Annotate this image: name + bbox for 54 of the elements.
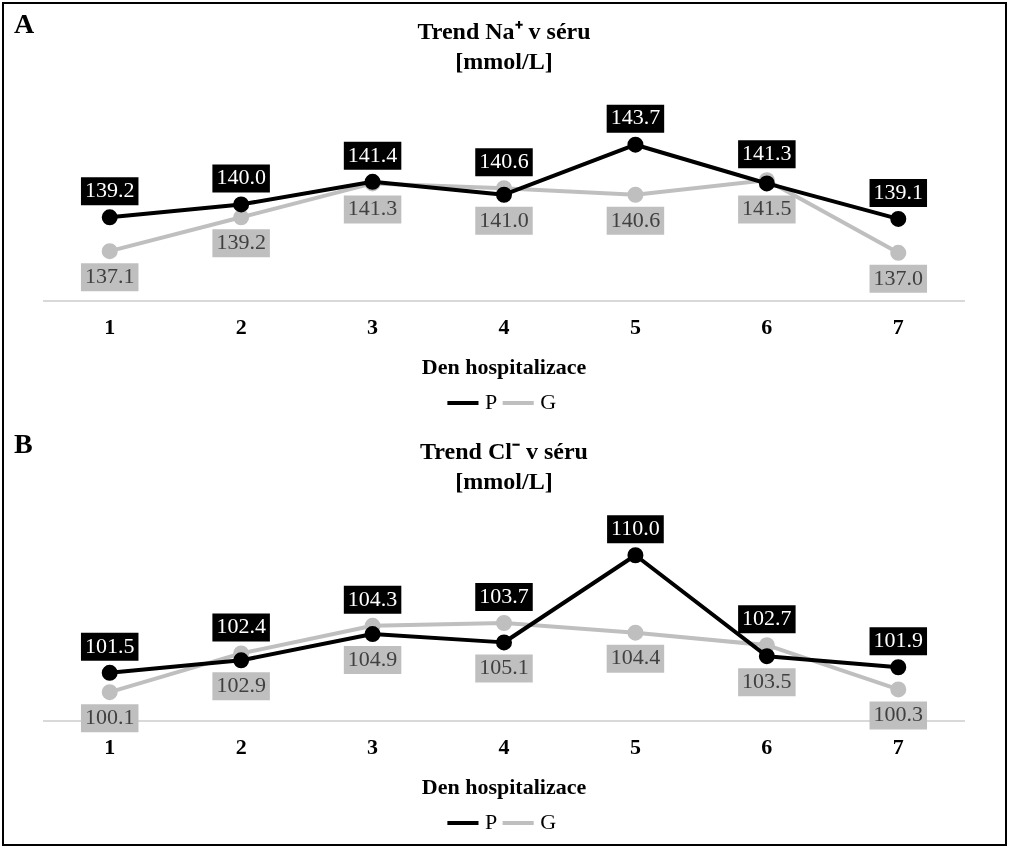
data-label: 139.1 — [873, 178, 924, 204]
x-tick-label: 7 — [892, 314, 904, 340]
data-label: 104.4 — [610, 644, 661, 670]
data-label: 139.2 — [84, 177, 135, 203]
x-axis-title: Den hospitalizace — [421, 354, 587, 380]
x-tick-label: 4 — [498, 314, 510, 340]
data-label: 141.0 — [479, 206, 529, 232]
data-label: 102.9 — [216, 672, 266, 698]
x-tick-label: 7 — [892, 734, 904, 760]
data-label: 140.0 — [216, 164, 266, 190]
chart-title: Trend Cl⁻ v séru — [420, 437, 588, 464]
x-tick-label: 6 — [761, 734, 773, 760]
data-label: 110.0 — [611, 515, 660, 541]
x-tick-label: 5 — [629, 734, 641, 760]
legend-label: G — [540, 808, 557, 834]
data-label: 140.6 — [479, 148, 529, 174]
x-tick-label: 3 — [367, 734, 379, 760]
x-tick-label: 4 — [498, 734, 510, 760]
data-label: 102.4 — [216, 613, 266, 639]
x-tick-label: 2 — [235, 734, 247, 760]
data-label: 104.3 — [347, 585, 398, 611]
text: B — [14, 428, 33, 460]
x-axis-title: Den hospitalizace — [421, 774, 587, 800]
data-label: 102.7 — [742, 604, 792, 630]
chart-title: Trend Na⁺ v séru — [417, 17, 591, 44]
data-label: 143.7 — [610, 104, 661, 130]
x-tick-label: 1 — [104, 734, 116, 760]
data-label: 140.6 — [610, 206, 661, 232]
data-label: 137.0 — [873, 264, 924, 290]
chart-subtitle: [mmol/L] — [455, 48, 553, 75]
data-label: 139.2 — [216, 229, 266, 255]
data-label: 103.7 — [479, 582, 529, 608]
data-label: 105.1 — [479, 654, 529, 680]
data-label: 141.4 — [347, 141, 398, 167]
data-label: 101.9 — [873, 627, 924, 653]
legend-label: P — [484, 808, 498, 834]
x-tick-label: 1 — [104, 314, 116, 340]
chart-subtitle: [mmol/L] — [455, 468, 553, 495]
data-label: 137.1 — [84, 262, 135, 288]
x-tick-label: 2 — [235, 314, 247, 340]
legend-label: G — [540, 388, 557, 414]
x-tick-label: 6 — [761, 314, 773, 340]
legend-label: P — [484, 388, 498, 414]
data-label: 104.9 — [347, 645, 398, 671]
data-label: 141.3 — [742, 139, 792, 165]
x-tick-label: 3 — [367, 314, 379, 340]
data-label: 101.5 — [84, 632, 135, 658]
data-label: 100.3 — [873, 701, 924, 727]
data-label: 100.1 — [84, 703, 135, 729]
data-label: 141.3 — [347, 195, 398, 221]
data-label: 141.5 — [742, 195, 792, 221]
x-tick-label: 5 — [629, 314, 641, 340]
text: A — [14, 8, 35, 40]
data-label: 103.5 — [742, 667, 792, 693]
